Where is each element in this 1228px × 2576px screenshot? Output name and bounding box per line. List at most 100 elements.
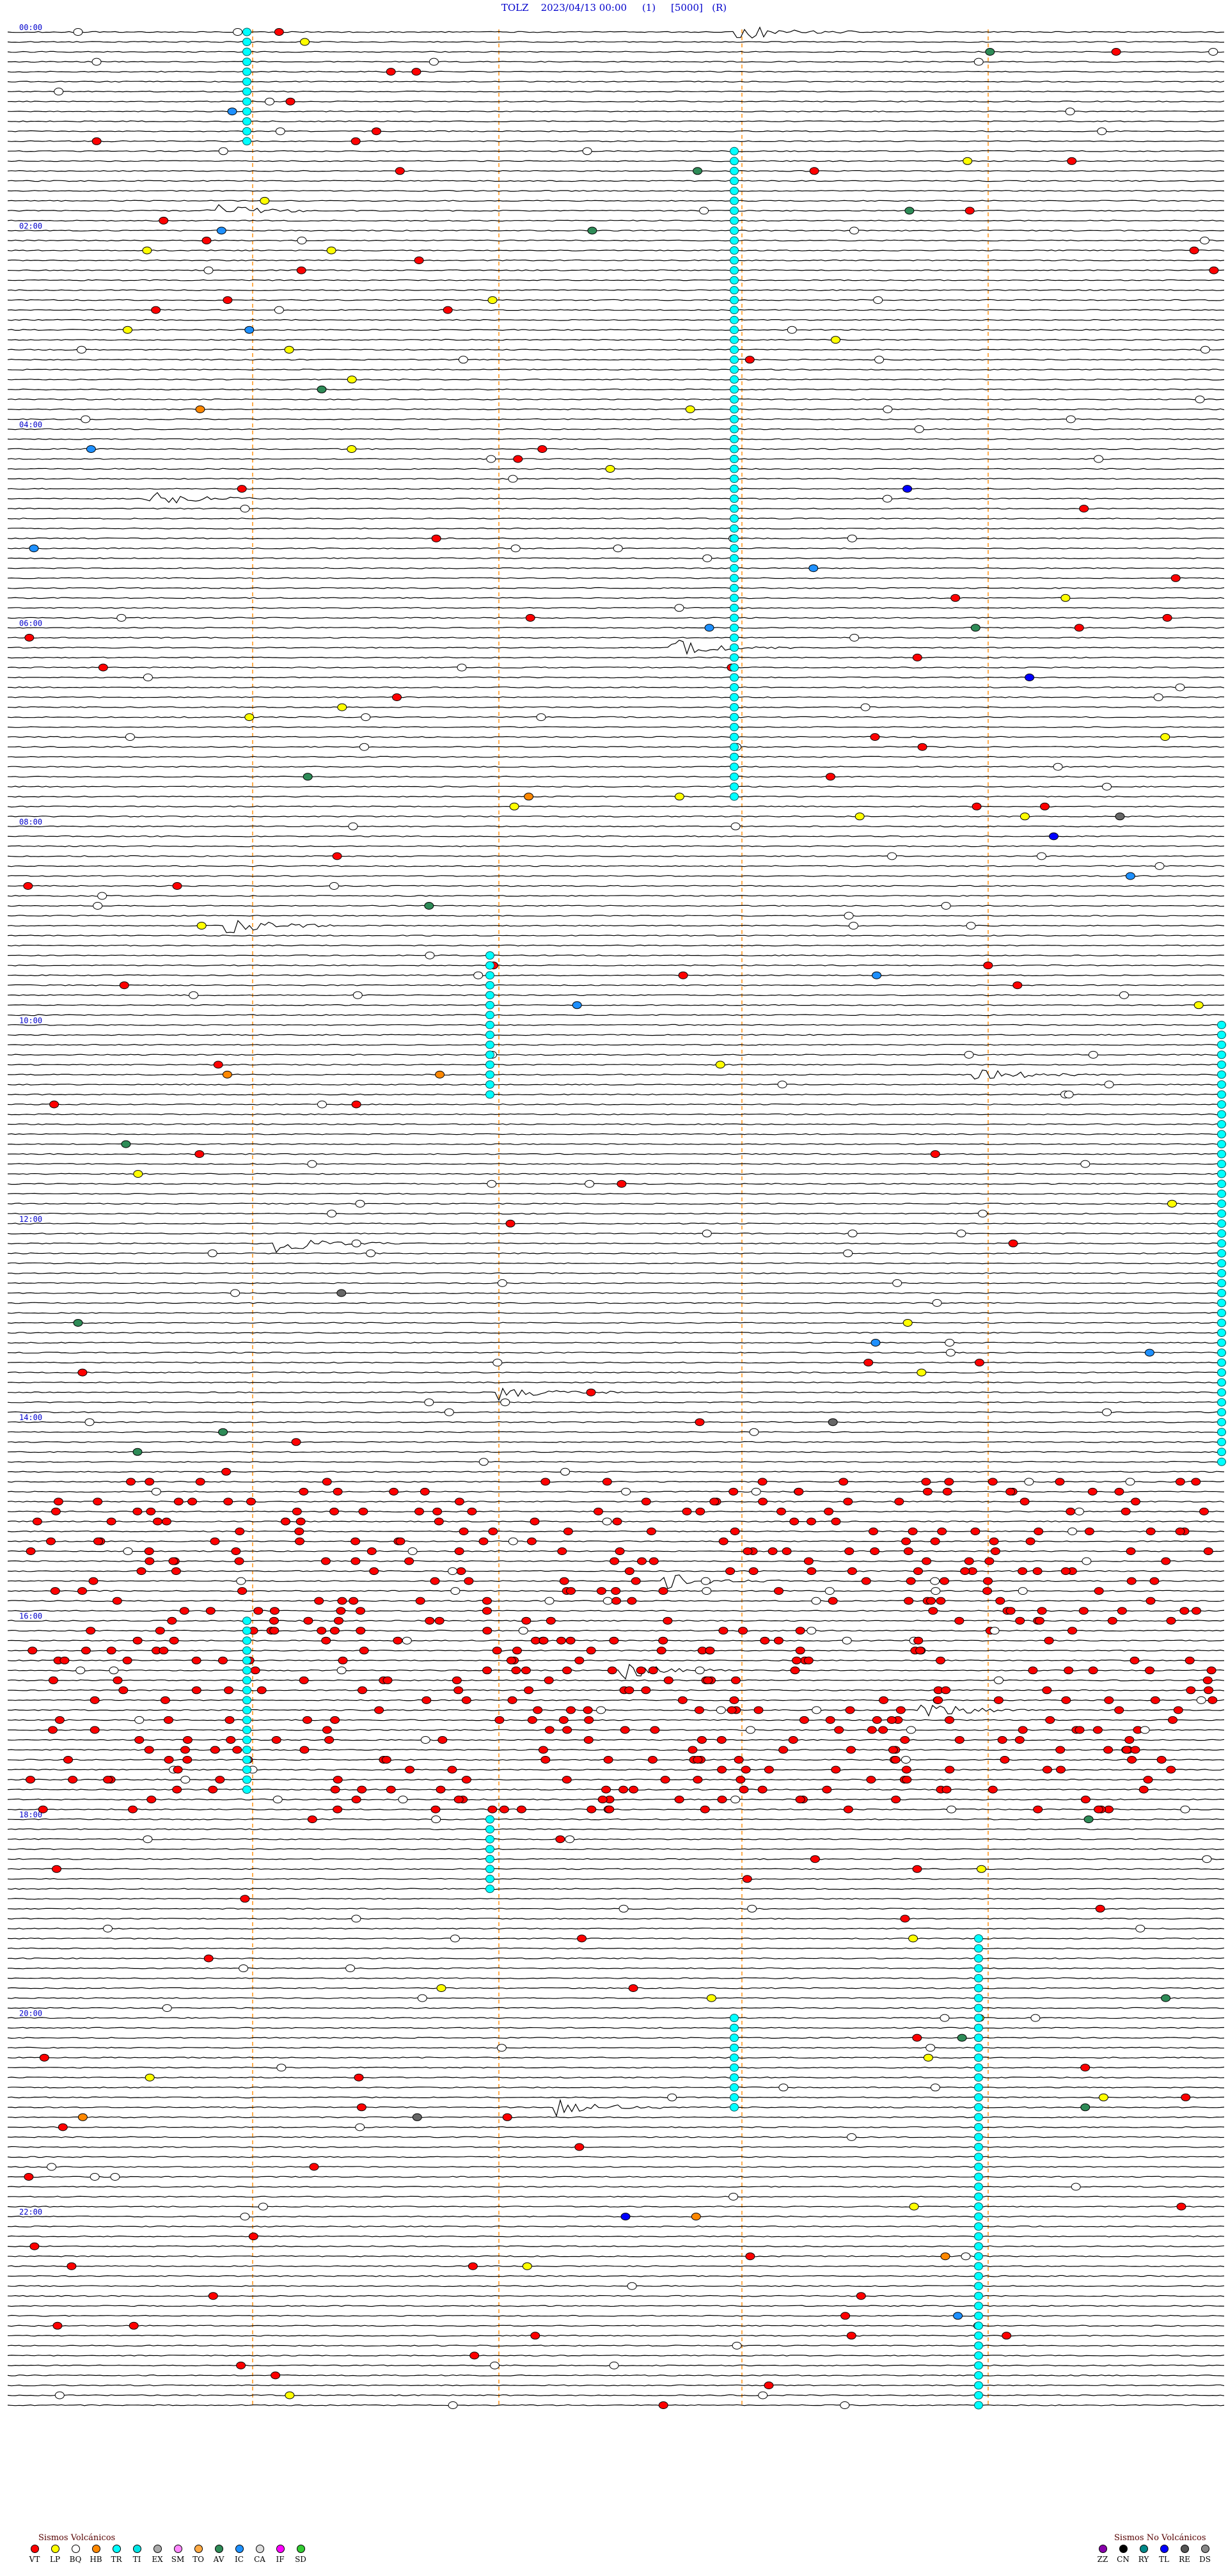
event-marker — [232, 1746, 242, 1754]
seismic-trace — [7, 557, 1225, 560]
event-marker — [487, 296, 498, 304]
seismic-trace — [7, 2285, 1225, 2288]
event-marker — [882, 494, 892, 503]
event-marker — [272, 1796, 283, 1804]
event-marker — [615, 1547, 625, 1555]
event-marker — [788, 1736, 798, 1744]
legend-volcanic-to: TO — [189, 2545, 207, 2564]
event-marker — [747, 1904, 757, 1913]
seismic-trace — [7, 755, 1225, 758]
event-marker — [414, 1507, 424, 1515]
event-marker — [351, 1796, 361, 1804]
event-marker — [945, 1348, 956, 1357]
event-marker — [888, 1746, 898, 1754]
event-marker — [215, 1776, 225, 1784]
event-marker — [1098, 2093, 1108, 2101]
time-label: 16:00 — [19, 1612, 42, 1621]
seismic-trace — [8, 746, 1225, 748]
event-marker — [663, 1616, 673, 1625]
seismic-trace — [7, 2295, 1225, 2297]
event-marker — [978, 1210, 988, 1218]
legend-label-ds: DS — [1199, 2555, 1211, 2564]
event-marker — [244, 713, 255, 722]
event-marker — [359, 1647, 369, 1655]
event-marker — [1185, 1656, 1195, 1664]
event-marker — [674, 1796, 684, 1804]
event-marker — [825, 1716, 835, 1724]
event-marker — [742, 1875, 752, 1883]
event-marker — [641, 1497, 651, 1506]
event-marker — [912, 2034, 922, 2042]
tremor-marker — [485, 1060, 494, 1069]
event-marker — [758, 1497, 768, 1506]
event-marker — [173, 1766, 183, 1774]
event-marker — [395, 1537, 405, 1545]
legend-dot-tr — [112, 2545, 121, 2553]
tremor-marker — [974, 2053, 983, 2062]
seismic-trace — [7, 2235, 1225, 2238]
event-marker — [778, 2083, 789, 2092]
tremor-marker — [485, 1885, 494, 1893]
seismic-trace — [7, 448, 1225, 450]
event-marker — [831, 336, 840, 344]
event-marker — [1192, 1607, 1201, 1615]
legend-label-hb: HB — [90, 2555, 102, 2564]
event-marker — [844, 912, 854, 920]
event-marker — [1176, 2202, 1186, 2211]
event-marker — [1162, 613, 1172, 622]
seismic-trace — [7, 1014, 1224, 1016]
event-marker — [730, 1796, 741, 1804]
event-marker — [47, 2163, 57, 2171]
event-marker — [420, 1487, 430, 1496]
tremor-marker — [730, 256, 739, 265]
event-marker — [964, 1050, 974, 1059]
event-marker — [258, 2202, 268, 2211]
event-marker — [1024, 1478, 1034, 1486]
event-marker — [970, 624, 980, 632]
event-marker — [125, 733, 135, 741]
event-marker — [430, 1805, 441, 1813]
tremor-marker — [730, 494, 739, 503]
event-marker — [1153, 693, 1163, 701]
event-marker — [586, 1647, 596, 1655]
legend-volcanic-bq: BQ — [67, 2545, 84, 2564]
event-marker — [604, 1805, 615, 1813]
event-marker — [902, 1319, 913, 1327]
time-label: 12:00 — [19, 1215, 42, 1224]
tremor-marker — [730, 2034, 739, 2043]
event-marker — [237, 1587, 248, 1595]
seismic-trace — [7, 70, 1225, 73]
event-marker — [912, 653, 922, 661]
event-marker — [386, 68, 396, 76]
event-marker — [1130, 1656, 1140, 1664]
tremor-marker — [730, 763, 739, 771]
event-marker — [351, 1100, 361, 1109]
event-marker — [536, 713, 546, 722]
event-marker — [1005, 1607, 1016, 1615]
event-marker — [925, 2044, 936, 2052]
event-marker — [849, 633, 860, 642]
event-marker — [164, 1756, 174, 1764]
event-marker — [52, 2321, 63, 2330]
tremor-marker — [730, 693, 739, 702]
legend-volcanic-ca: CA — [251, 2545, 269, 2564]
event-marker — [393, 1636, 403, 1645]
seismic-trace — [7, 1312, 1225, 1314]
event-marker — [705, 1647, 715, 1655]
event-marker — [236, 1577, 246, 1585]
seismic-trace — [7, 160, 1225, 162]
seismic-trace — [7, 100, 1225, 103]
event-marker — [434, 1517, 444, 1526]
seismic-trace — [7, 1728, 1225, 1731]
seismic-trace — [7, 418, 1225, 420]
event-marker — [807, 1627, 817, 1635]
event-marker — [834, 1726, 844, 1734]
seismic-trace — [7, 984, 1225, 986]
event-marker — [496, 2044, 507, 2052]
event-marker — [223, 1497, 233, 1506]
event-marker — [332, 852, 342, 860]
event-marker — [525, 613, 535, 622]
event-marker — [24, 633, 35, 642]
event-marker — [482, 1597, 492, 1605]
event-marker — [351, 1915, 361, 1923]
